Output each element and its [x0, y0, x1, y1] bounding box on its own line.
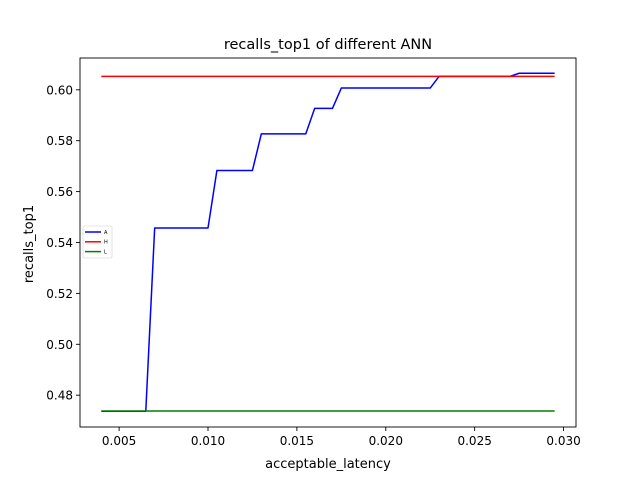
x-tick-label: 0.025: [457, 434, 491, 448]
x-tick-label: 0.015: [280, 434, 314, 448]
y-axis: 0.48 0.50 0.52 0.54 0.56 0.58 0.60: [46, 83, 80, 403]
y-axis-label: recalls_top1: [22, 205, 37, 283]
y-tick-label: 0.58: [46, 134, 73, 148]
legend: AHL: [82, 225, 113, 259]
chart-title: recalls_top1 of different ANN: [224, 37, 432, 53]
y-tick-label: 0.56: [46, 185, 73, 199]
legend-label-h: H: [104, 240, 108, 246]
y-tick-label: 0.48: [46, 389, 73, 403]
y-tick-label: 0.50: [46, 338, 73, 352]
x-axis: 0.005 0.010 0.015 0.020 0.025 0.030: [102, 427, 581, 448]
x-tick-label: 0.010: [191, 434, 225, 448]
legend-label-a: A: [104, 230, 108, 236]
y-tick-label: 0.52: [46, 287, 73, 301]
y-tick-label: 0.60: [46, 83, 73, 97]
x-tick-label: 0.020: [369, 434, 403, 448]
legend-label-l: L: [104, 249, 107, 255]
x-tick-label: 0.030: [546, 434, 580, 448]
x-tick-label: 0.005: [102, 434, 136, 448]
series-layer: [101, 72, 555, 412]
y-tick-label: 0.54: [46, 236, 73, 250]
x-axis-label: acceptable_latency: [265, 457, 391, 472]
